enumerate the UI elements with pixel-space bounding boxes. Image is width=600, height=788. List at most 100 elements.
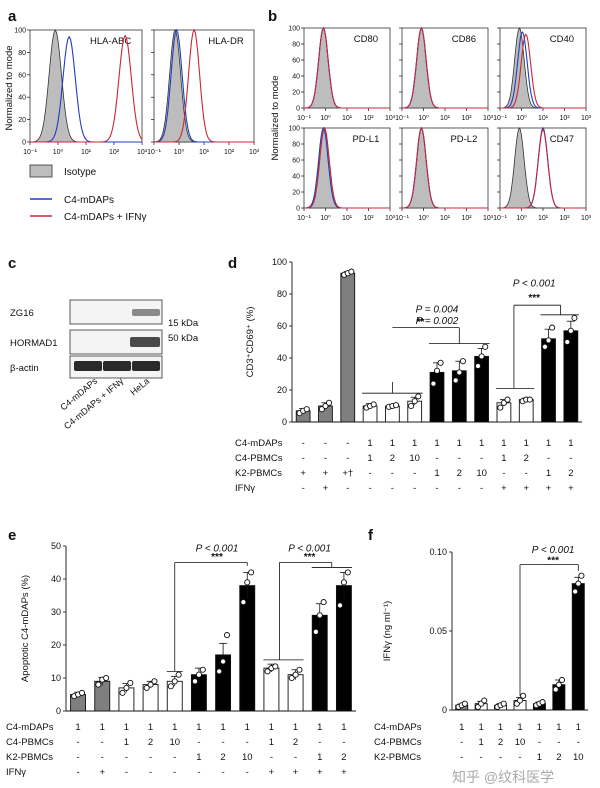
condition-value: - [346,483,349,494]
condition-value: - [302,483,305,494]
condition-value: - [294,752,297,763]
data-point [571,314,578,322]
condition-value: - [149,752,152,763]
hormad1-band-hela [130,337,160,347]
legend-c4ifn-label: C4-mDAPs + IFNγ [64,212,147,223]
condition-value: 1 [498,722,503,733]
condition-value: - [346,453,349,464]
panel-letter-f: f [368,527,374,544]
condition-value: 2 [498,737,503,748]
x-tick-label: 10¹ [342,115,353,122]
condition-value: 1 [517,722,522,733]
data-point [312,628,319,635]
y-tick-label: 80 [292,42,300,49]
condition-value: 1 [556,722,561,733]
data-point [456,369,463,376]
condition-value: + [300,468,306,479]
condition-value: 1 [501,453,506,464]
x-tick-label: 10⁻¹ [493,215,507,222]
condition-value: + [546,483,552,494]
condition-value: 1 [537,722,542,733]
condition-value: - [221,737,224,748]
data-point [478,353,485,360]
x-tick-label: 10³ [581,115,592,122]
data-point [504,396,511,403]
condition-value: 1 [293,722,298,733]
condition-value: - [413,483,416,494]
y-tick-label: 40 [277,353,287,363]
data-point [195,671,202,678]
condition-value: - [346,438,349,449]
condition-value: 1 [459,722,464,733]
condition-value: - [480,752,483,763]
condition-value: 1 [172,722,177,733]
condition-value: - [302,438,305,449]
data-point [433,367,441,374]
condition-value: + [317,767,323,778]
legend-c4-label: C4-mDAPs [64,195,114,206]
data-point [95,681,102,688]
data-point [541,343,548,350]
data-point [459,358,466,365]
y-tick-label: 80 [18,50,26,57]
data-point [78,689,86,696]
condition-value: - [324,438,327,449]
x-tick-label: 10² [559,215,570,222]
condition-row-label: C4-mDAPs [235,438,283,449]
x-tick-label: 10² [109,149,120,156]
data-point [296,666,303,673]
panel-letter-d: d [228,255,237,272]
data-point [474,362,482,370]
data-point [552,686,559,693]
condition-value: 1 [124,737,129,748]
data-point [392,402,400,409]
x-tick-label: 10¹ [199,149,210,156]
legend-isotype-label: Isotype [64,167,97,178]
p-value-label: P < 0.001 [532,545,575,556]
condition-value: 1 [245,722,250,733]
x-tick-label: 10³ [385,215,396,222]
y-tick-label: 40 [18,95,26,102]
condition-value: + [341,767,347,778]
c4-mdaps-ifng-histogram [402,26,488,109]
condition-value: - [458,483,461,494]
condition-value: 2 [293,737,298,748]
data-point [123,684,130,691]
x-tick-label: 10¹ [440,115,451,122]
data-point [526,396,533,403]
x-tick-label: 10⁻¹ [493,115,507,122]
x-tick-label: 10⁻¹ [297,115,311,122]
condition-value: 1 [412,438,417,449]
condition-value: - [525,468,528,479]
watermark: 知乎 @纹科医学 [452,769,554,785]
y-tick-label: 10 [51,673,61,683]
y-tick-label: 100 [272,257,287,267]
zg16-band-hela [132,309,160,316]
data-point [248,569,255,576]
condition-value: + [323,468,329,479]
condition-value: 1 [537,752,542,763]
data-point [415,393,422,400]
y-tick-label: 20 [18,117,26,124]
x-tick-label: 10⁰ [320,214,331,222]
condition-value: - [270,752,273,763]
data-point [555,681,562,688]
x-tick-label: 10³ [137,149,148,156]
panel-letter-c: c [8,255,16,272]
y-tick-label: 60 [292,58,300,65]
y-tick-label: 60 [18,72,26,79]
condition-value: - [246,737,249,748]
y-axis-label-a: Normalized to mode [4,45,15,130]
condition-value: 10 [169,737,180,748]
condition-row-label: C4-mDAPs [6,722,54,733]
condition-value: 1 [367,453,372,464]
condition-value: - [480,483,483,494]
x-tick-label: 10⁰ [320,114,331,122]
blot-row-label: HORMAD1 [10,338,58,349]
data-point [147,681,154,688]
significance-stars: ** [417,317,425,328]
data-point [119,689,126,696]
condition-value: 2 [341,752,346,763]
bar [541,338,556,423]
condition-value: - [173,752,176,763]
